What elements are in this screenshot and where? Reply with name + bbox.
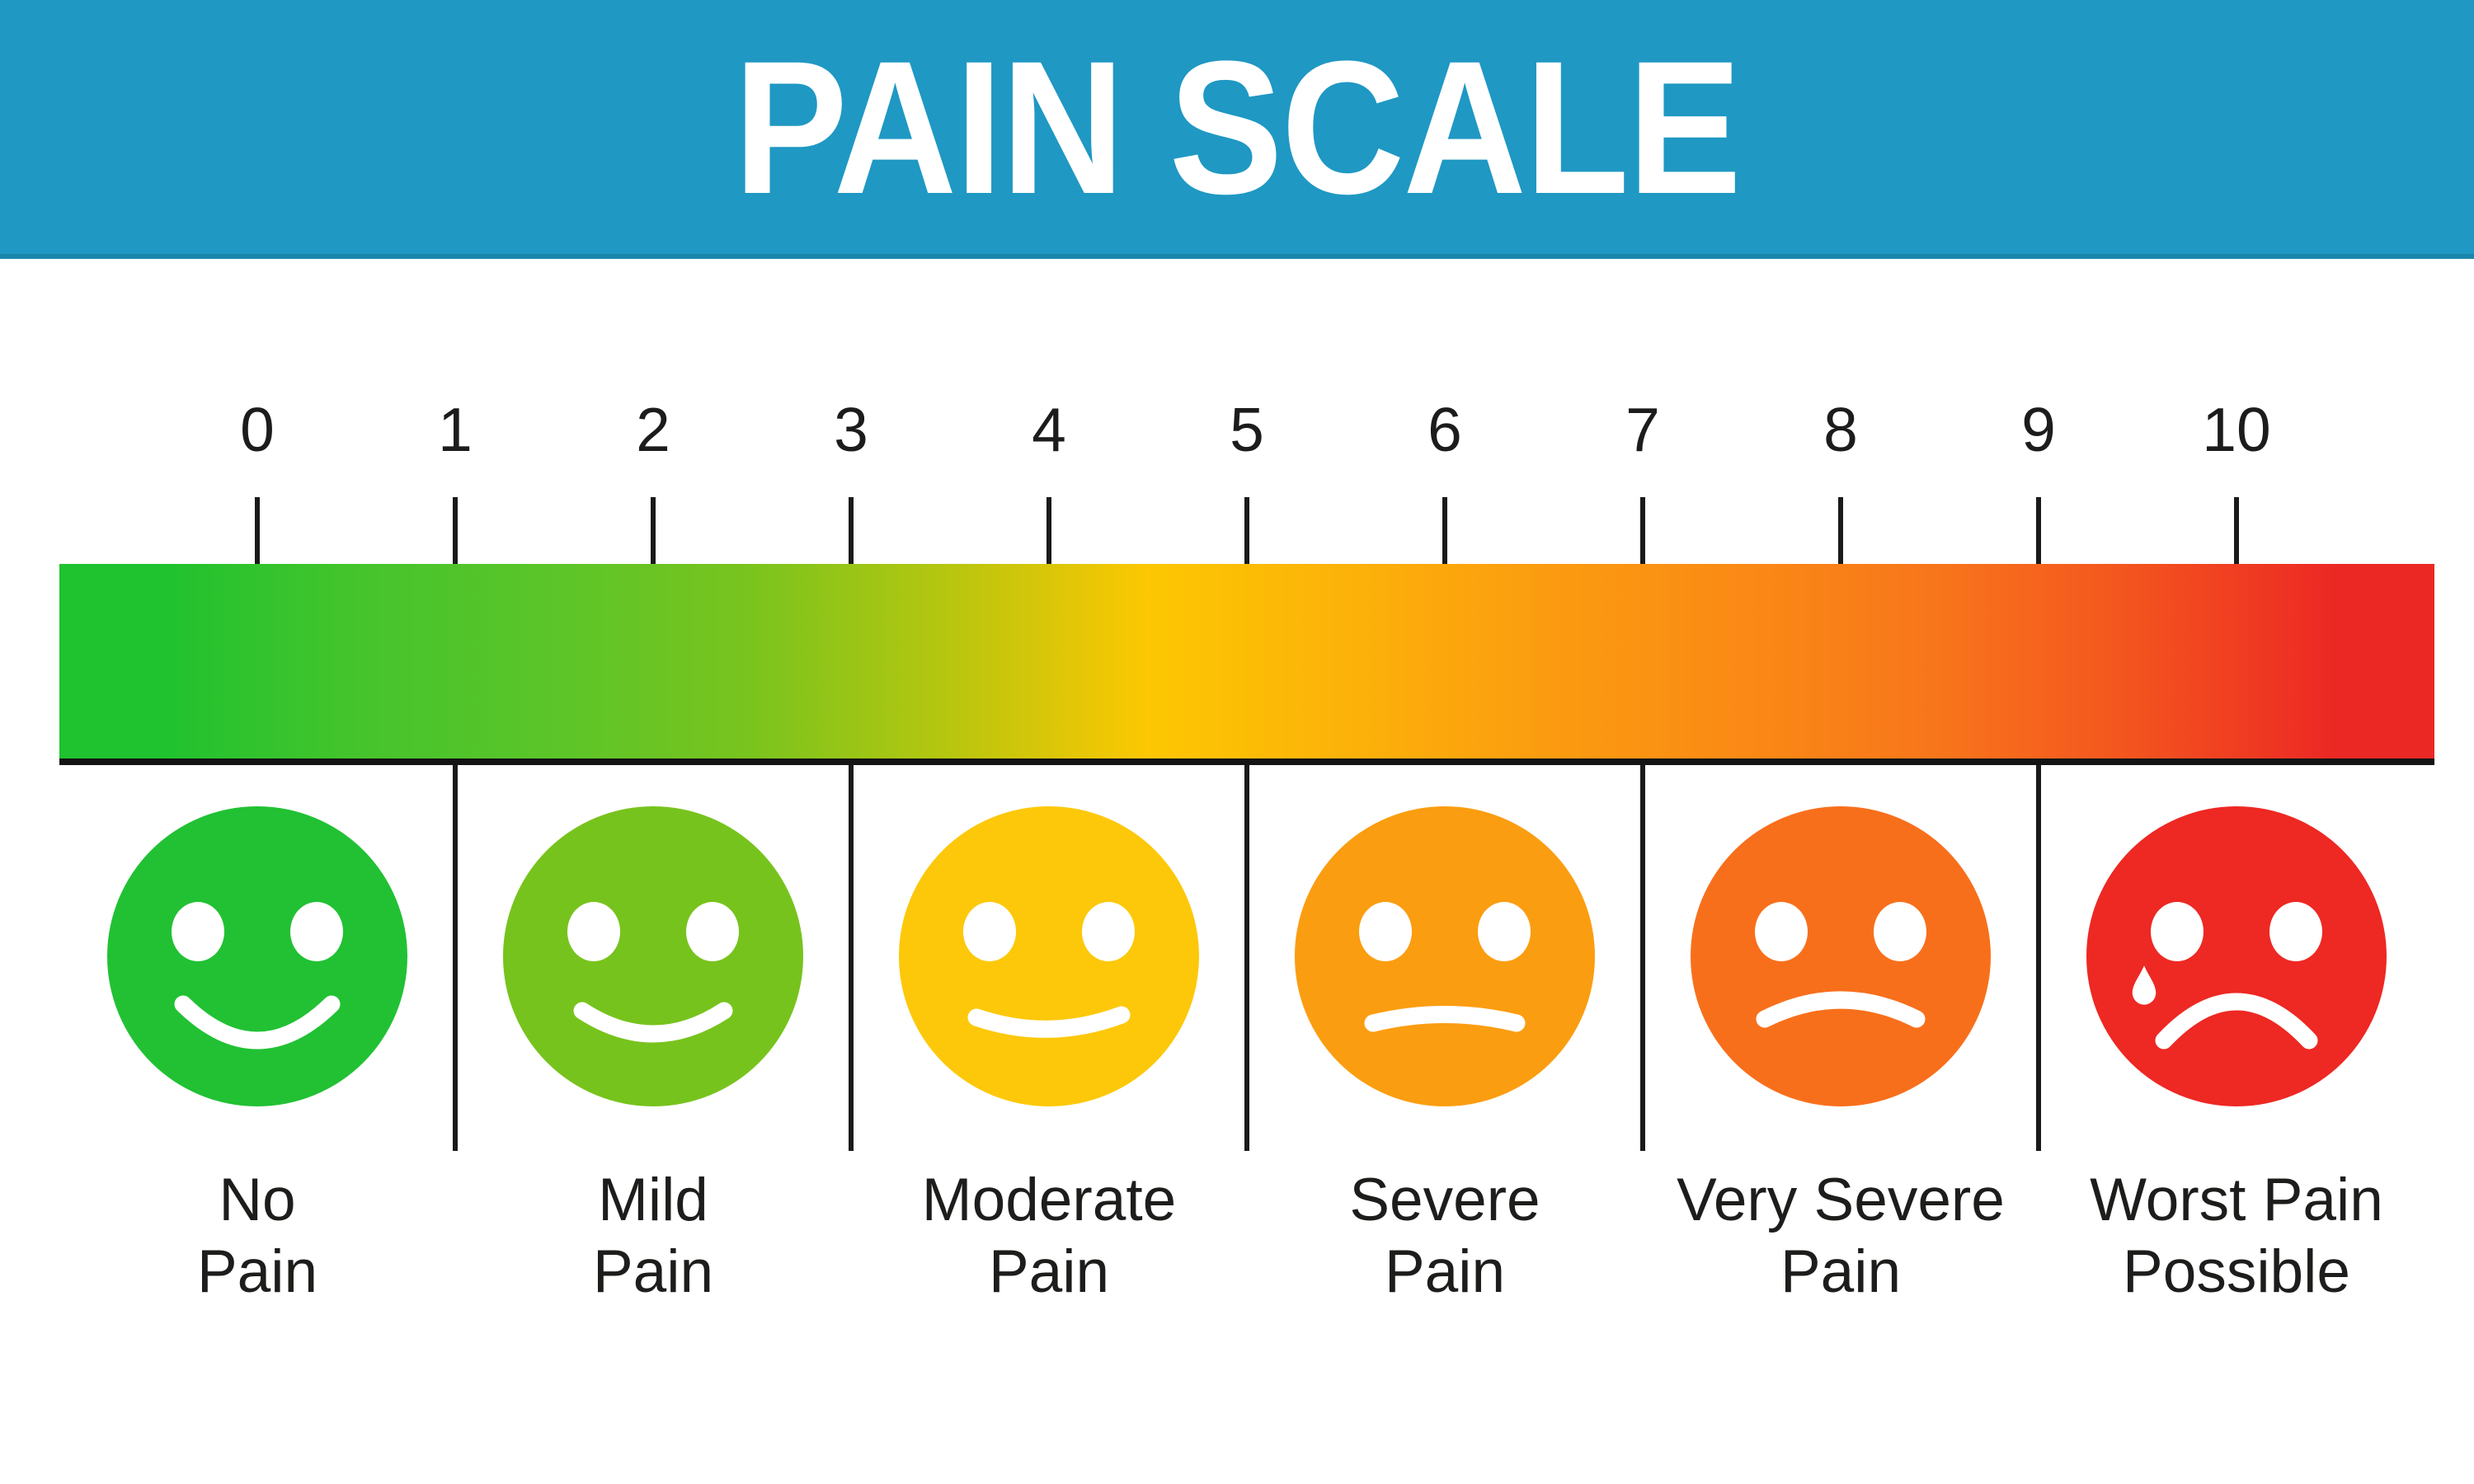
face-label-moderate-pain: Moderate Pain: [835, 1164, 1263, 1308]
tick-number-0: 0: [240, 395, 275, 464]
tear-icon: [2132, 965, 2157, 1005]
bar-baseline: [59, 758, 2434, 765]
tick-number-8: 8: [1823, 395, 1858, 464]
face-circle: [899, 806, 1199, 1106]
tick-number-5: 5: [1230, 395, 1264, 464]
tick-number-3: 3: [834, 395, 868, 464]
face-label-line: Pain: [1384, 1238, 1506, 1305]
face-circle: [107, 806, 407, 1106]
left-eye: [567, 902, 620, 961]
right-eye: [2269, 902, 2322, 961]
gradient-color-bar: [59, 564, 2434, 758]
face-label-line: Possible: [2123, 1238, 2350, 1305]
mouth-smile: [573, 1002, 733, 1043]
right-eye: [686, 902, 739, 961]
face-label-line: Pain: [988, 1238, 1110, 1305]
face-label-no-pain: No Pain: [43, 1164, 472, 1308]
face-icon-very-severe-pain: [1691, 806, 1991, 1106]
tick-number-4: 4: [1032, 395, 1066, 464]
mouth-slight-frown: [1364, 1006, 1526, 1032]
face-label-line: Mild: [598, 1167, 708, 1233]
face-icon-severe-pain: [1295, 806, 1595, 1106]
left-eye: [2151, 902, 2204, 961]
face-circle: [503, 806, 803, 1106]
face-label-severe-pain: Severe Pain: [1230, 1164, 1659, 1308]
face-label-line: No: [219, 1167, 296, 1233]
right-eye: [290, 902, 343, 961]
face-label-mild-pain: Mild Pain: [439, 1164, 868, 1308]
face-label-line: Pain: [1780, 1238, 1902, 1305]
tick-number-10: 10: [2202, 395, 2271, 464]
mouth-big-smile: [174, 995, 341, 1050]
tick-number-7: 7: [1625, 395, 1660, 464]
mouth-frown: [1756, 991, 1926, 1028]
left-eye: [172, 902, 224, 961]
page-title: PAIN SCALE: [733, 21, 1742, 233]
right-eye: [1082, 902, 1135, 961]
tick-line-3-separator: [849, 497, 854, 1151]
face-icon-worst-pain-possible: [2086, 806, 2387, 1106]
face-label-line: Very Severe: [1677, 1167, 2005, 1233]
tick-number-6: 6: [1427, 395, 1462, 464]
face-circle: [1295, 806, 1595, 1106]
left-eye: [963, 902, 1016, 961]
face-icon-mild-pain: [503, 806, 803, 1106]
face-icon-no-pain: [107, 806, 407, 1106]
left-eye: [1755, 902, 1808, 961]
title-banner: PAIN SCALE: [0, 0, 2474, 259]
face-icon-moderate-pain: [899, 806, 1199, 1106]
tick-line-5-separator: [1244, 497, 1249, 1151]
tick-number-2: 2: [636, 395, 670, 464]
mouth-deep-frown-crying: [2155, 993, 2318, 1050]
face-label-very-severe-pain: Very Severe Pain: [1626, 1164, 2055, 1308]
face-circle: [2086, 806, 2387, 1106]
tick-number-9: 9: [2021, 395, 2056, 464]
face-label-line: Severe: [1349, 1167, 1540, 1233]
tick-number-1: 1: [438, 395, 473, 464]
tick-line-1-separator: [453, 497, 458, 1151]
face-label-line: Worst Pain: [2090, 1167, 2383, 1233]
right-eye: [1478, 902, 1531, 961]
right-eye: [1874, 902, 1926, 961]
left-eye: [1359, 902, 1412, 961]
face-label-worst-pain-possible: Worst Pain Possible: [2022, 1164, 2451, 1308]
mouth-slight-smile: [967, 1006, 1131, 1038]
face-circle: [1691, 806, 1991, 1106]
tick-line-9-separator: [2036, 497, 2041, 1151]
face-label-line: Pain: [196, 1238, 318, 1305]
tick-line-7-separator: [1640, 497, 1645, 1151]
face-label-line: Moderate: [921, 1167, 1177, 1233]
face-label-line: Pain: [592, 1238, 714, 1305]
